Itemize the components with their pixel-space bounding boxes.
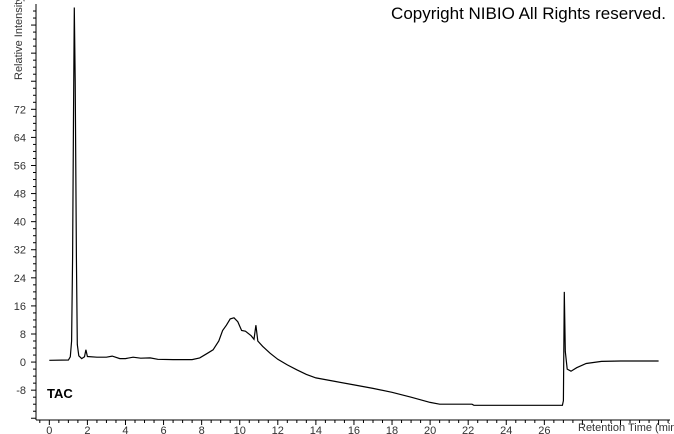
y-tick-label: 32 [14, 245, 26, 257]
x-tick-label: 8 [199, 425, 205, 434]
x-tick-label: 24 [500, 425, 512, 434]
y-tick-label: -8 [16, 385, 26, 397]
y-tick-label: 72 [14, 104, 26, 116]
y-tick-label: 8 [20, 329, 26, 341]
axes [35, 4, 670, 421]
x-tick-label: 14 [310, 425, 322, 434]
x-axis-ticks: 0 2 4 6 8 10 12 14 16 18 20 22 24 26 [39, 420, 669, 434]
trace-label: TAC [47, 386, 73, 401]
y-tick-label: 0 [20, 357, 26, 369]
y-tick-label: 24 [14, 273, 26, 285]
x-tick-label: 2 [84, 425, 90, 434]
y-tick-label: 48 [14, 189, 26, 201]
x-tick-label: 20 [424, 425, 436, 434]
x-tick-label: 26 [538, 425, 550, 434]
y-tick-label: 40 [14, 217, 26, 229]
y-tick-label: 16 [14, 301, 26, 313]
copyright-notice: Copyright NIBIO All Rights reserved. [391, 4, 666, 23]
x-tick-label: 16 [348, 425, 360, 434]
x-axis-label: Retention Time (min) [578, 422, 674, 434]
y-tick-label: 64 [14, 132, 26, 144]
y-axis-ticks: -8 0 8 16 24 32 40 48 56 64 72 [14, 10, 36, 419]
tac-trace-line [49, 7, 659, 406]
x-tick-label: 10 [234, 425, 246, 434]
x-tick-label: 18 [386, 425, 398, 434]
x-tick-label: 6 [160, 425, 166, 434]
y-tick-label: 56 [14, 160, 26, 172]
x-tick-label: 0 [46, 425, 52, 434]
y-axis-label: Relative Intensity [13, 0, 25, 80]
x-tick-label: 4 [122, 425, 128, 434]
x-tick-label: 12 [272, 425, 284, 434]
x-tick-label: 22 [462, 425, 474, 434]
